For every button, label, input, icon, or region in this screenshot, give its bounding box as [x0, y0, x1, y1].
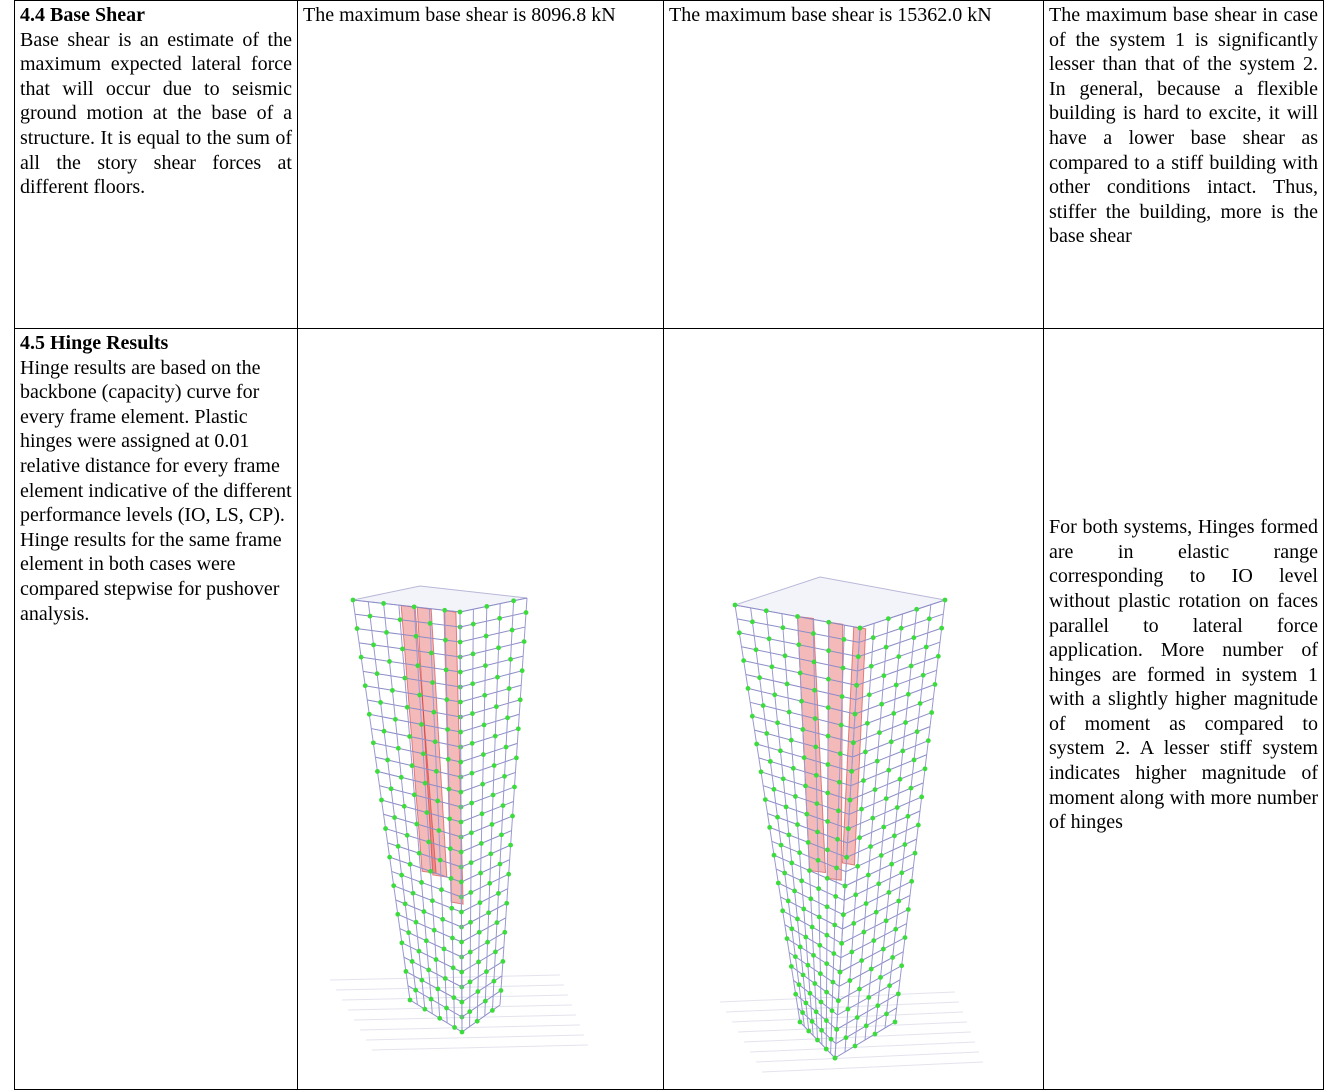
cell: For both systems, Hinges formed are in e… — [1044, 329, 1324, 1090]
page: 4.4 Base ShearBase shear is an estimate … — [0, 0, 1336, 1090]
cell: The maximum base shear is 15362.0 kN — [664, 1, 1044, 329]
image-cell — [664, 329, 1044, 1090]
cell: The maximum base shear is 8096.8 kN — [298, 1, 664, 329]
cell: The maximum base shear in case of the sy… — [1044, 1, 1324, 329]
paragraph: For both systems, Hinges formed are in e… — [1049, 515, 1318, 835]
paragraph: Base shear is an estimate of the maximum… — [20, 28, 292, 200]
heading: 4.5 Hinge Results — [20, 331, 292, 356]
heading: 4.4 Base Shear — [20, 3, 292, 28]
image-cell — [298, 329, 664, 1090]
paragraph: Hinge results are based on the backbone … — [20, 356, 292, 627]
